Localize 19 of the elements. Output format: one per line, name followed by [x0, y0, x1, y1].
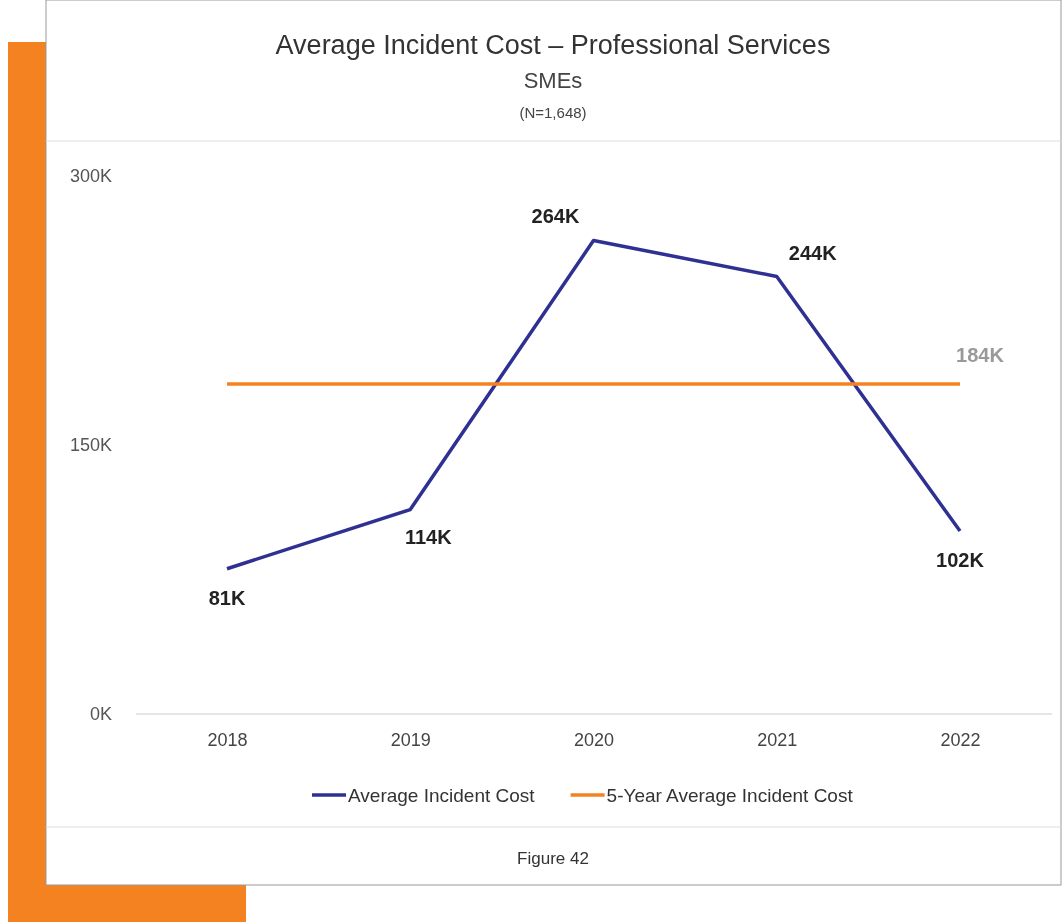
data-label: 102K [936, 549, 985, 572]
x-tick-label: 2020 [573, 729, 615, 750]
data-label: 184K [956, 344, 1005, 367]
data-label: 114K [404, 525, 453, 548]
x-tick-label: 2022 [940, 729, 981, 750]
chart-subtitle: SMEs (N=1,648) [519, 68, 587, 121]
x-tick-label: 2019 [390, 729, 431, 750]
y-tick-label: 150K [69, 435, 112, 456]
caption: Figure 42 [517, 849, 589, 868]
data-label: 264K [531, 204, 580, 227]
data-label: 244K [788, 242, 838, 265]
x-tick-label: 2018 [207, 729, 248, 750]
y-tick-label: 0K [89, 704, 112, 725]
data-label: 81K [208, 586, 246, 609]
chart-title: Average Incident Cost – Professional Services [275, 30, 831, 60]
y-tick-label: 300K [69, 166, 112, 187]
x-tick-label: 2021 [757, 729, 798, 750]
legend-label: Average Incident Cost [348, 785, 536, 806]
legend-label: 5-Year Average Incident Cost [606, 785, 854, 806]
